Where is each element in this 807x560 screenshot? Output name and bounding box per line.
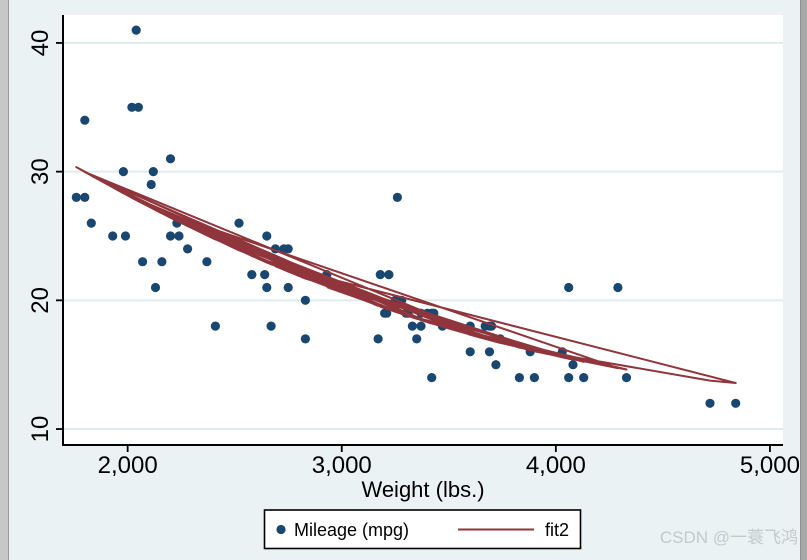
scatter-point [568, 360, 578, 370]
scatter-point [384, 270, 394, 280]
scatter-point [392, 192, 402, 202]
scatter-point [127, 102, 137, 112]
scatter-point [514, 373, 525, 383]
axes [56, 15, 783, 452]
scatter-point [165, 231, 176, 241]
scatter-point [412, 334, 422, 344]
y-axis-tick-labels: 10 20 30 40 [27, 30, 54, 443]
scatter-point [375, 270, 385, 280]
legend-line-label: fit2 [545, 520, 569, 540]
scatter-point [133, 102, 143, 112]
fit-line-layer [75, 166, 737, 384]
scatter-point [247, 270, 257, 280]
scatter-point [86, 218, 96, 228]
scatter-point [731, 398, 741, 408]
scatter-point [564, 373, 574, 383]
scatter-point [138, 257, 148, 267]
scatter-point [131, 25, 141, 35]
x-tick-label: 3,000 [312, 452, 372, 479]
scatter-point [120, 231, 131, 241]
scatter-point [234, 218, 244, 228]
y-tick-label: 20 [27, 287, 54, 314]
x-tick-label: 5,000 [740, 452, 800, 479]
x-axis-title: Weight (lbs.) [361, 477, 484, 502]
scatter-point [484, 347, 495, 357]
scatter-point [262, 231, 272, 241]
scatter-point [108, 231, 118, 241]
y-tick-label: 40 [27, 30, 54, 57]
y-tick-label: 10 [27, 416, 54, 443]
scatter-point [564, 282, 574, 293]
scatter-point [621, 373, 632, 383]
scatter-point [283, 282, 293, 293]
scatter-point [613, 282, 623, 293]
scatter-point [210, 321, 220, 331]
watermark-text: CSDN @一蓑飞鸿 [660, 528, 798, 547]
scatter-point [148, 167, 158, 177]
gridlines [63, 41, 783, 431]
legend: Mileage (mpg) fit2 [263, 509, 582, 550]
x-tick-label: 2,000 [98, 452, 158, 479]
scatter-point [71, 192, 81, 202]
window-edge-strip-right [800, 0, 807, 560]
scatter-point [150, 282, 161, 293]
scatter-point [80, 192, 90, 202]
scatter-point [300, 295, 310, 305]
scatter-point [705, 398, 715, 408]
scatter-point [579, 373, 589, 383]
scatter-point [262, 282, 272, 293]
legend-marker-dot [276, 524, 286, 535]
scatter-point [146, 179, 156, 190]
scatter-point [202, 257, 212, 267]
scatter-point [80, 115, 90, 125]
scatter-point [407, 321, 417, 331]
scatter-point [183, 244, 193, 254]
window-edge-strip-left [0, 0, 9, 560]
fit2-line [75, 166, 737, 384]
scatter-point [165, 154, 176, 164]
scatter-point [266, 321, 276, 331]
scatter-point [373, 334, 383, 344]
scatter-point [300, 334, 310, 344]
scatter-point [279, 244, 289, 254]
scatter-point [529, 373, 540, 383]
scatter-point [427, 373, 437, 383]
scatter-point [118, 167, 128, 177]
scatter-point [416, 321, 426, 331]
scatter-point [174, 231, 184, 241]
legend-marker-label: Mileage (mpg) [294, 520, 409, 540]
x-tick-label: 4,000 [526, 452, 586, 479]
scatter-point [491, 360, 501, 370]
scatter-point [157, 257, 167, 267]
x-axis-tick-labels: 2,000 3,000 4,000 5,000 [98, 452, 800, 479]
plot-area [63, 15, 783, 445]
scatter-point [260, 270, 270, 280]
scatter-point [380, 308, 390, 318]
scatter-point [465, 347, 475, 357]
y-tick-label: 30 [27, 158, 54, 185]
